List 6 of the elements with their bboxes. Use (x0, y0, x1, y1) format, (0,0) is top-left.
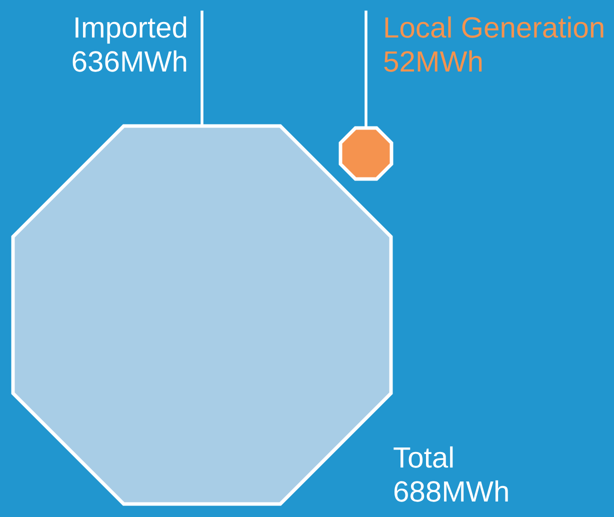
data-label: 688MWh (394, 480, 508, 502)
data-label: 636MWh (72, 50, 186, 72)
category-label: Local Generation (385, 16, 604, 38)
category-label: Imported (76, 16, 186, 44)
data-label: 52MWh (384, 50, 482, 72)
category-label: Total (394, 446, 453, 468)
